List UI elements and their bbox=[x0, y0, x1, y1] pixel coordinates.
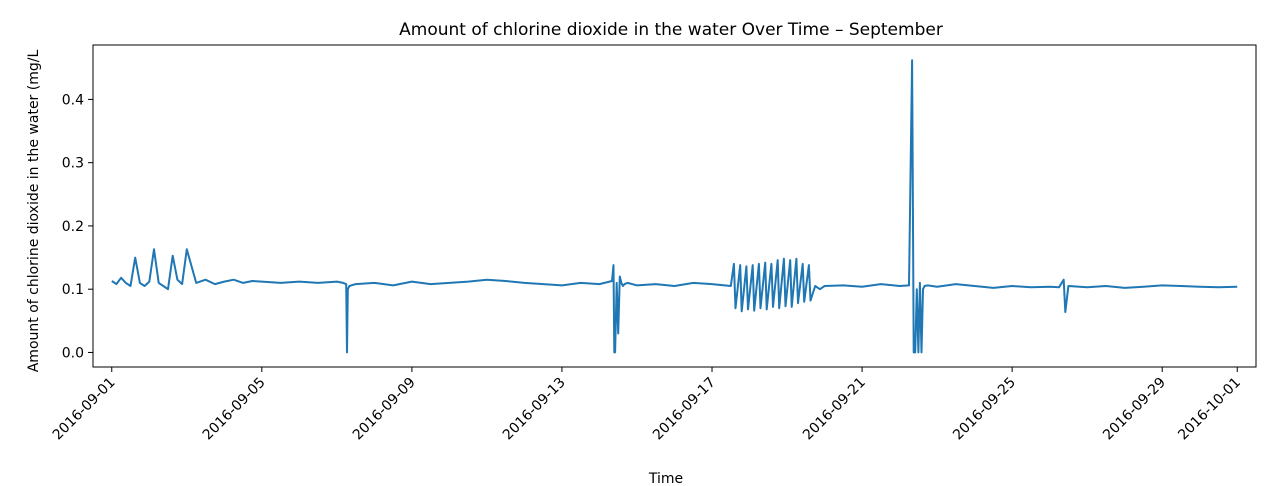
chart-title: Amount of chlorine dioxide in the water … bbox=[399, 20, 943, 40]
y-tick-label: 0.3 bbox=[62, 156, 84, 172]
x-tick-label: 2016-09-09 bbox=[350, 375, 419, 444]
series-group bbox=[111, 59, 1238, 354]
x-tick-label: 2016-09-29 bbox=[1100, 375, 1169, 444]
y-tick-label: 0.0 bbox=[62, 345, 84, 361]
y-tick-label: 0.1 bbox=[62, 282, 84, 298]
y-tick-label: 0.2 bbox=[62, 219, 84, 235]
y-axis: 0.0 0.1 0.2 0.3 0.4 bbox=[62, 92, 93, 361]
x-tick-label: 2016-09-13 bbox=[500, 375, 569, 444]
x-tick-label: 2016-09-01 bbox=[50, 375, 119, 444]
series-line bbox=[111, 59, 1238, 354]
y-tick-label: 0.4 bbox=[62, 92, 84, 108]
plot-frame bbox=[92, 44, 1257, 368]
x-axis-label: Time bbox=[648, 471, 683, 486]
x-tick-label: 2016-09-21 bbox=[800, 375, 869, 444]
x-tick-label: 2016-09-05 bbox=[200, 375, 269, 444]
x-axis: 2016-09-01 2016-09-05 2016-09-09 2016-09-13… bbox=[50, 367, 1244, 443]
x-tick-label: 2016-09-17 bbox=[650, 375, 719, 444]
y-axis-label: Amount of chlorine dioxide in the water … bbox=[26, 50, 42, 373]
x-tick-label: 2016-10-01 bbox=[1175, 375, 1244, 444]
x-tick-label: 2016-09-25 bbox=[950, 375, 1019, 444]
